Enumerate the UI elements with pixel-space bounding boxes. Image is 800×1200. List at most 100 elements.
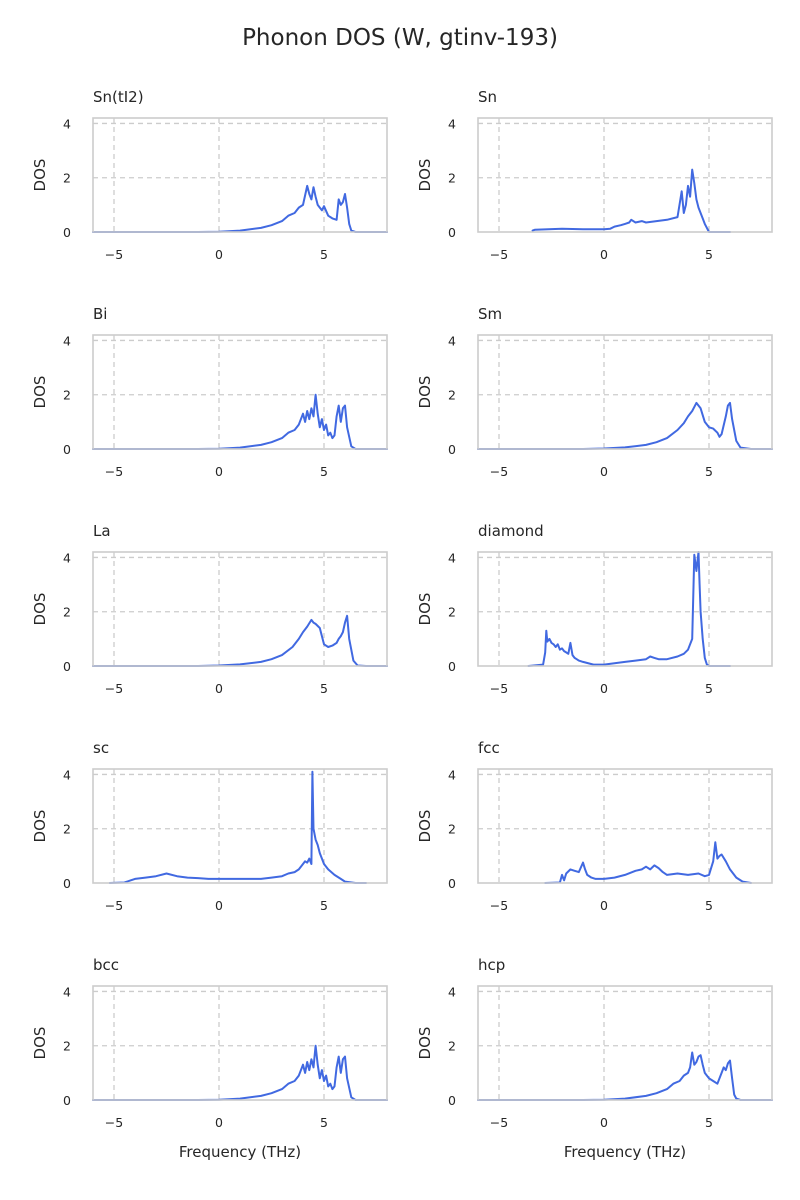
y-axis-label: DOS	[416, 593, 434, 626]
panel-title: La	[93, 522, 111, 540]
x-tick-label: 0	[600, 247, 608, 262]
x-tick-label: 5	[705, 247, 713, 262]
y-axis-label: DOS	[31, 593, 49, 626]
y-tick-label: 0	[448, 225, 456, 240]
y-tick-label: 4	[448, 984, 456, 999]
dos-line-diamond	[527, 551, 731, 667]
x-tick-label: 5	[320, 1115, 328, 1130]
panel-sm: −5 0 5 0 2 4 Sm DOS	[416, 305, 773, 479]
panel-hcp: −5 0 5 0 2 4 hcp DOS Frequency (THz)	[416, 956, 773, 1161]
y-tick-label: 0	[63, 1093, 71, 1108]
x-tick-label: 0	[215, 898, 223, 913]
y-tick-label: 4	[63, 767, 71, 782]
panel-title: diamond	[478, 522, 544, 540]
x-tick-label: −5	[490, 681, 508, 696]
panel-title: sc	[93, 739, 109, 757]
dos-line-sc	[108, 770, 367, 884]
x-tick-label: 0	[600, 1115, 608, 1130]
y-tick-label: 0	[448, 659, 456, 674]
x-tick-label: 0	[215, 1115, 223, 1130]
panel-sn: −5 0 5 0 2 4 Sn DOS	[416, 88, 773, 262]
y-tick-label: 0	[63, 442, 71, 457]
y-tick-label: 4	[448, 767, 456, 782]
y-tick-label: 0	[448, 876, 456, 891]
y-tick-label: 2	[448, 388, 456, 403]
y-tick-label: 2	[448, 822, 456, 837]
panel-bi: −5 0 5 0 2 4 Bi DOS	[31, 305, 388, 479]
y-axis-label: DOS	[31, 810, 49, 843]
panel-title: Sn	[478, 88, 497, 106]
figure-title: Phonon DOS (W, gtinv-193)	[242, 25, 558, 51]
x-tick-label: −5	[490, 464, 508, 479]
y-tick-label: 2	[63, 171, 71, 186]
x-tick-label: −5	[490, 898, 508, 913]
plot-frame	[92, 768, 388, 884]
y-tick-label: 2	[63, 1039, 71, 1054]
plot-frame	[477, 117, 773, 233]
dos-line-sn	[531, 168, 731, 233]
x-tick-label: 5	[705, 1115, 713, 1130]
x-axis-label: Frequency (THz)	[564, 1143, 686, 1161]
x-tick-label: 0	[600, 464, 608, 479]
plot-frame	[92, 117, 388, 233]
dos-line-la	[92, 614, 388, 667]
x-tick-label: 0	[215, 464, 223, 479]
panel-title: fcc	[478, 739, 500, 757]
plot-frame	[477, 551, 773, 667]
x-tick-label: −5	[490, 1115, 508, 1130]
y-tick-label: 0	[63, 876, 71, 891]
y-tick-label: 4	[448, 333, 456, 348]
panel-sn-ti2: −5 0 5 0 2 4 Sn(tI2) DOS	[31, 88, 388, 262]
y-tick-label: 2	[448, 171, 456, 186]
panel-title: hcp	[478, 956, 505, 974]
plot-frame	[477, 985, 773, 1101]
y-tick-label: 4	[63, 550, 71, 565]
dos-line-sm	[477, 401, 773, 450]
y-tick-label: 2	[63, 605, 71, 620]
x-tick-label: 0	[215, 681, 223, 696]
dos-line-fcc	[544, 841, 752, 884]
y-axis-label: DOS	[416, 1027, 434, 1060]
y-tick-label: 4	[63, 333, 71, 348]
plot-frame	[477, 334, 773, 450]
x-axis-label: Frequency (THz)	[179, 1143, 301, 1161]
x-tick-label: 0	[600, 898, 608, 913]
x-tick-label: −5	[105, 898, 123, 913]
y-axis-label: DOS	[416, 159, 434, 192]
x-tick-label: 5	[705, 464, 713, 479]
x-tick-label: 5	[320, 247, 328, 262]
y-axis-label: DOS	[416, 810, 434, 843]
x-tick-label: 0	[600, 681, 608, 696]
plot-frame	[477, 768, 773, 884]
y-axis-label: DOS	[31, 159, 49, 192]
panel-bcc: −5 0 5 0 2 4 bcc DOS Frequency (THz)	[31, 956, 388, 1161]
dos-line-sn-ti2	[92, 184, 388, 233]
y-tick-label: 0	[63, 659, 71, 674]
y-tick-label: 4	[448, 550, 456, 565]
panel-title: Sn(tI2)	[93, 88, 144, 106]
y-tick-label: 4	[448, 116, 456, 131]
panel-la: −5 0 5 0 2 4 La DOS	[31, 522, 388, 696]
y-tick-label: 0	[63, 225, 71, 240]
panel-title: Sm	[478, 305, 502, 323]
x-tick-label: −5	[105, 247, 123, 262]
panel-title: bcc	[93, 956, 119, 974]
x-tick-label: 5	[320, 464, 328, 479]
plot-frame	[92, 985, 388, 1101]
y-tick-label: 2	[448, 605, 456, 620]
panel-diamond: −5 0 5 0 2 4 diamond DOS	[416, 522, 773, 696]
y-tick-label: 0	[448, 442, 456, 457]
panel-grid: −5 0 5 0 2 4 Sn(tI2) DOS −5 0 5 0 2 4 Sn DOS −5 0 5 0 2 4 Bi DO…	[31, 88, 773, 1161]
x-tick-label: 5	[320, 898, 328, 913]
y-tick-label: 4	[63, 116, 71, 131]
y-tick-label: 2	[63, 388, 71, 403]
x-tick-label: −5	[490, 247, 508, 262]
x-tick-label: 0	[215, 247, 223, 262]
y-axis-label: DOS	[31, 1027, 49, 1060]
x-tick-label: 5	[705, 681, 713, 696]
plot-frame	[92, 551, 388, 667]
y-tick-label: 2	[63, 822, 71, 837]
panel-fcc: −5 0 5 0 2 4 fcc DOS	[416, 739, 773, 913]
x-tick-label: −5	[105, 681, 123, 696]
